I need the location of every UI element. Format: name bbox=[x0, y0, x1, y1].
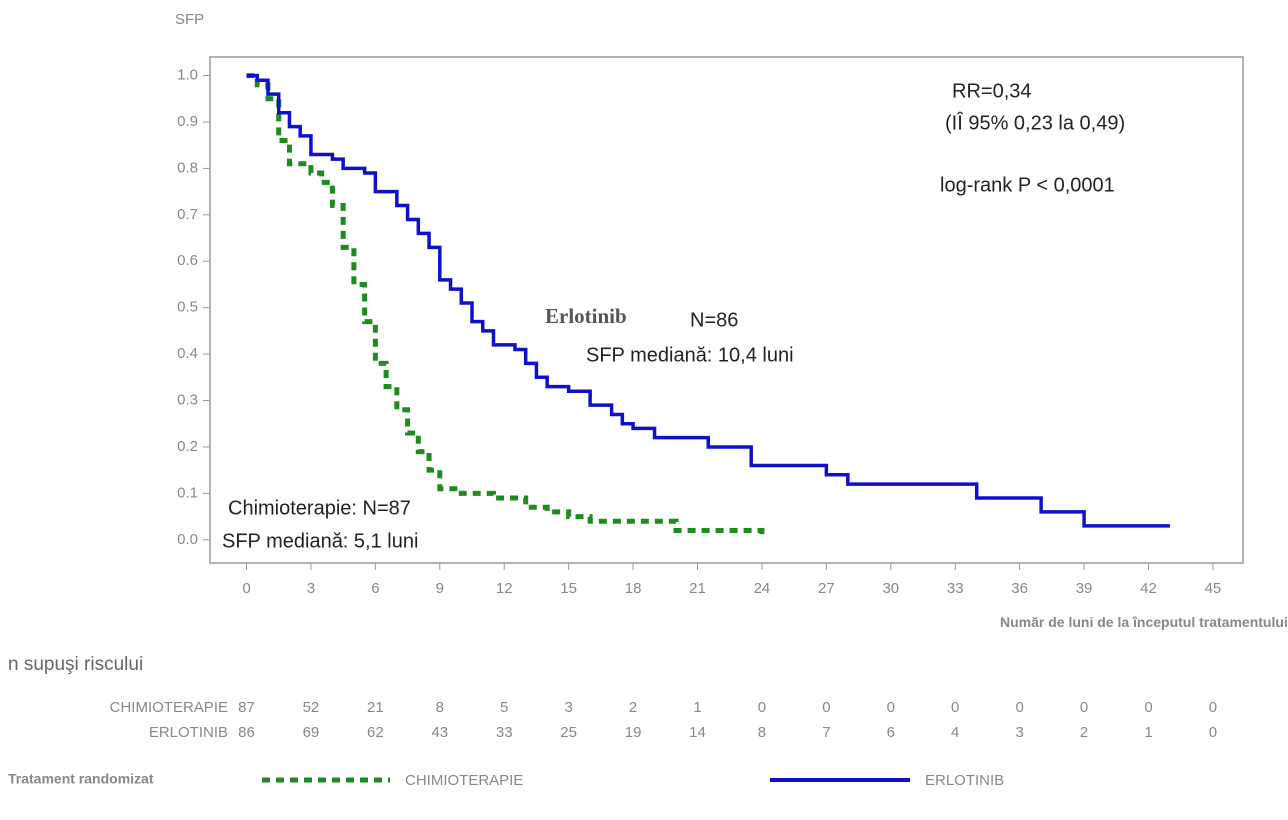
x-tick-label: 42 bbox=[1140, 580, 1157, 597]
x-tick-label: 3 bbox=[307, 580, 315, 597]
risk-count: 5 bbox=[500, 699, 508, 716]
y-tick-label: 0.7 bbox=[177, 206, 198, 223]
y-tick-label: 0.3 bbox=[177, 391, 198, 408]
risk-count: 3 bbox=[1015, 724, 1023, 741]
x-tick-label: 18 bbox=[625, 580, 642, 597]
annotation: N=86 bbox=[690, 309, 738, 331]
risk-count: 0 bbox=[1080, 699, 1088, 716]
risk-count: 1 bbox=[1144, 724, 1152, 741]
y-tick-label: 0.9 bbox=[177, 113, 198, 130]
x-tick-label: 24 bbox=[754, 580, 771, 597]
risk-count: 69 bbox=[303, 724, 320, 741]
risk-count: 25 bbox=[560, 724, 577, 741]
x-tick-label: 15 bbox=[560, 580, 577, 597]
legend-label: ERLOTINIB bbox=[925, 772, 1004, 789]
risk-count: 86 bbox=[238, 724, 255, 741]
risk-count: 8 bbox=[758, 724, 766, 741]
y-axis-label: SFP bbox=[175, 11, 204, 28]
risk-row-label: CHIMIOTERAPIE bbox=[110, 699, 228, 716]
x-tick-label: 33 bbox=[947, 580, 964, 597]
annotation: Chimioterapie: N=87 bbox=[228, 497, 411, 519]
risk-count: 0 bbox=[951, 699, 959, 716]
legend-title: Tratament randomizat bbox=[8, 771, 154, 787]
risk-count: 8 bbox=[436, 699, 444, 716]
risk-count: 2 bbox=[1080, 724, 1088, 741]
x-tick-label: 21 bbox=[689, 580, 706, 597]
x-tick-label: 45 bbox=[1205, 580, 1222, 597]
annotation: (IÎ 95% 0,23 la 0,49) bbox=[945, 111, 1125, 134]
risk-count: 0 bbox=[1209, 724, 1217, 741]
risk-count: 1 bbox=[693, 699, 701, 716]
risk-count: 3 bbox=[564, 699, 572, 716]
risk-count: 2 bbox=[629, 699, 637, 716]
risk-count: 0 bbox=[1144, 699, 1152, 716]
risk-count: 0 bbox=[758, 699, 766, 716]
annotation: SFP mediană: 10,4 luni bbox=[586, 344, 794, 366]
y-tick-label: 0.0 bbox=[177, 531, 198, 548]
x-axis-label: Număr de luni de la începutul tratamentu… bbox=[1000, 614, 1288, 630]
survival-curve bbox=[246, 73, 1170, 528]
risk-count: 0 bbox=[822, 699, 830, 716]
annotation: Erlotinib bbox=[545, 304, 627, 328]
y-tick-label: 0.4 bbox=[177, 345, 198, 362]
x-tick-label: 36 bbox=[1011, 580, 1028, 597]
plot-frame bbox=[209, 56, 1244, 564]
y-tick-label: 0.8 bbox=[177, 159, 198, 176]
x-tick-label: 9 bbox=[436, 580, 444, 597]
annotation: log-rank P < 0,0001 bbox=[940, 174, 1115, 196]
risk-table-title: n supuşi riscului bbox=[8, 654, 143, 675]
risk-count: 62 bbox=[367, 724, 384, 741]
y-tick-label: 1.0 bbox=[177, 67, 198, 84]
legend-label: CHIMIOTERAPIE bbox=[405, 772, 523, 789]
risk-count: 0 bbox=[887, 699, 895, 716]
risk-count: 0 bbox=[1209, 699, 1217, 716]
risk-count: 4 bbox=[951, 724, 959, 741]
annotation: RR=0,34 bbox=[952, 80, 1032, 102]
risk-count: 21 bbox=[367, 699, 384, 716]
risk-count: 87 bbox=[238, 699, 255, 716]
risk-count: 7 bbox=[822, 724, 830, 741]
x-tick-label: 0 bbox=[242, 580, 250, 597]
risk-count: 6 bbox=[887, 724, 895, 741]
y-tick-label: 0.1 bbox=[177, 484, 198, 501]
risk-count: 33 bbox=[496, 724, 513, 741]
x-tick-label: 39 bbox=[1076, 580, 1093, 597]
x-tick-label: 27 bbox=[818, 580, 835, 597]
y-tick-label: 0.6 bbox=[177, 252, 198, 269]
annotation: SFP mediană: 5,1 luni bbox=[222, 530, 418, 552]
y-tick-label: 0.2 bbox=[177, 438, 198, 455]
risk-count: 19 bbox=[625, 724, 642, 741]
x-tick-label: 12 bbox=[496, 580, 513, 597]
risk-count: 43 bbox=[431, 724, 448, 741]
risk-row-label: ERLOTINIB bbox=[149, 724, 228, 741]
risk-count: 14 bbox=[689, 724, 706, 741]
survival-curve bbox=[246, 73, 765, 540]
y-tick-label: 0.5 bbox=[177, 299, 198, 316]
risk-count: 0 bbox=[1015, 699, 1023, 716]
x-tick-label: 6 bbox=[371, 580, 379, 597]
risk-count: 52 bbox=[303, 699, 320, 716]
x-tick-label: 30 bbox=[882, 580, 899, 597]
